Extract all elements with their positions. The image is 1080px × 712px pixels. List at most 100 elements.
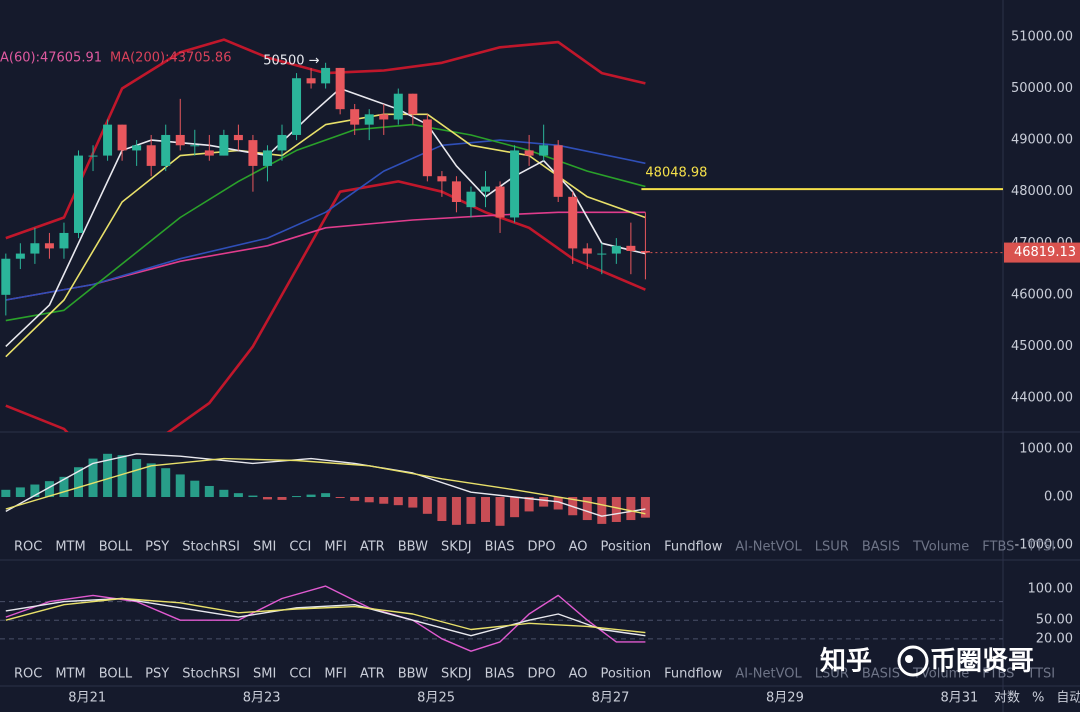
indicator-tab[interactable]: MFI bbox=[324, 540, 347, 555]
indicator-tab[interactable]: TTSI bbox=[1026, 667, 1055, 682]
indicator-tab[interactable]: CCI bbox=[289, 540, 311, 555]
indicator-tab[interactable]: MTM bbox=[55, 540, 85, 555]
histogram-bar bbox=[204, 485, 214, 498]
indicator-tab[interactable]: PSY bbox=[145, 540, 169, 555]
candle-body bbox=[422, 119, 432, 177]
indicator-tab[interactable]: Position bbox=[600, 667, 651, 682]
indicator-tab[interactable]: BASIS bbox=[862, 667, 900, 682]
indicator-tab[interactable]: AI-NetVOL bbox=[735, 540, 802, 555]
histogram-bar bbox=[262, 497, 272, 500]
indicator-tab[interactable]: SKDJ bbox=[441, 667, 472, 682]
histogram-bar bbox=[321, 493, 331, 498]
histogram-bar bbox=[292, 496, 302, 498]
indicator-tab[interactable]: FTBS bbox=[982, 667, 1014, 682]
histogram-bar bbox=[451, 497, 461, 525]
candle-body bbox=[306, 78, 316, 84]
indicator-tab[interactable]: AO bbox=[569, 540, 588, 555]
indicator-tab[interactable]: ROC bbox=[14, 667, 42, 682]
candle-body bbox=[364, 114, 374, 125]
indicator-tab[interactable]: BOLL bbox=[99, 540, 133, 555]
plot: 50500 → A(60):47605.91 MA(200):43705.86 480… bbox=[0, 29, 1080, 706]
candle-body bbox=[146, 145, 156, 166]
candle-body bbox=[1, 258, 11, 295]
watermark: 知乎 币圈贤哥 bbox=[820, 645, 1034, 677]
indicator-tab[interactable]: BASIS bbox=[862, 540, 900, 555]
x-tick-label: 8月27 bbox=[592, 691, 630, 706]
indicator-tab[interactable]: StochRSI bbox=[182, 667, 240, 682]
histogram-bar bbox=[466, 497, 476, 524]
candle-body bbox=[161, 134, 171, 166]
candle-body bbox=[321, 67, 331, 84]
candle-body bbox=[233, 134, 243, 141]
indicator-tab[interactable]: DPO bbox=[527, 540, 555, 555]
indicator-tab[interactable]: FTBS bbox=[982, 540, 1014, 555]
candle-body bbox=[568, 196, 578, 249]
candle-body bbox=[350, 109, 360, 125]
y-tick-label: 51000.00 bbox=[1011, 29, 1073, 44]
histogram-bar bbox=[190, 480, 200, 498]
indicator-tab[interactable]: CCI bbox=[289, 667, 311, 682]
candle-body bbox=[219, 134, 229, 156]
indicator-tab[interactable]: TTSI bbox=[1026, 540, 1055, 555]
x-tick-label: 8月25 bbox=[417, 691, 455, 706]
candle-body bbox=[44, 243, 54, 249]
indicator-tab[interactable]: BIAS bbox=[485, 540, 515, 555]
indicator-tab[interactable]: PSY bbox=[145, 667, 169, 682]
indicator-tab[interactable]: LSUR bbox=[815, 667, 849, 682]
indicator-tab[interactable]: DPO bbox=[527, 667, 555, 682]
y-tick-label: 100.00 bbox=[1028, 582, 1074, 597]
indicator-tab[interactable]: ATR bbox=[360, 667, 385, 682]
candle-body bbox=[553, 145, 563, 197]
indicator-tab[interactable]: SMI bbox=[253, 540, 276, 555]
candle-body bbox=[204, 150, 214, 156]
y-tick-label: -1000.00 bbox=[1015, 538, 1073, 553]
histogram-bar bbox=[44, 481, 54, 498]
indicator-tab[interactable]: LSUR bbox=[815, 540, 849, 555]
indicator-tab[interactable]: BBW bbox=[398, 667, 428, 682]
y-tick-label: 1000.00 bbox=[1019, 441, 1073, 456]
histogram-bar bbox=[582, 497, 592, 521]
candle-body bbox=[524, 150, 534, 156]
indicator-tab[interactable]: SMI bbox=[253, 667, 276, 682]
histogram-bar bbox=[364, 497, 374, 503]
indicator-tab[interactable]: StochRSI bbox=[182, 540, 240, 555]
indicator-tab[interactable]: ROC bbox=[14, 540, 42, 555]
indicator-tab[interactable]: BBW bbox=[398, 540, 428, 555]
indicator-tab[interactable]: ATR bbox=[360, 540, 385, 555]
candle-body bbox=[451, 181, 461, 202]
histogram-bar bbox=[132, 459, 142, 498]
x-tick-label: 8月21 bbox=[68, 691, 106, 706]
histogram-bar bbox=[510, 497, 520, 518]
ma-legend: A(60):47605.91 bbox=[0, 51, 102, 66]
indicator-tab[interactable]: Fundflow bbox=[664, 667, 723, 682]
histogram-bar bbox=[393, 497, 403, 506]
indicator-tab[interactable]: MTM bbox=[55, 667, 85, 682]
indicator-tab[interactable]: SKDJ bbox=[441, 540, 472, 555]
candle-body bbox=[510, 150, 520, 218]
candle-body bbox=[292, 78, 302, 135]
watermark-site: 知乎 bbox=[820, 647, 872, 677]
indicator-tab[interactable]: TVolume bbox=[912, 540, 969, 555]
indicator-tab[interactable]: BOLL bbox=[99, 667, 133, 682]
axis-option[interactable]: 自动 bbox=[1056, 691, 1080, 706]
histogram-bar bbox=[248, 495, 258, 498]
histogram-bar bbox=[408, 497, 418, 508]
candle-body bbox=[335, 67, 345, 110]
indicator-line bbox=[5, 597, 646, 634]
indicator-tab[interactable]: MFI bbox=[324, 667, 347, 682]
histogram-bar bbox=[161, 468, 171, 498]
indicator-tab[interactable]: AO bbox=[569, 667, 588, 682]
axis-option[interactable]: % bbox=[1032, 691, 1044, 706]
indicator-tab[interactable]: AI-NetVOL bbox=[735, 667, 802, 682]
axis-option[interactable]: 对数 bbox=[994, 691, 1020, 706]
indicator-tab[interactable]: Position bbox=[600, 540, 651, 555]
histogram-bar bbox=[233, 493, 243, 498]
histogram-bar bbox=[626, 497, 636, 521]
candle-body bbox=[539, 145, 549, 156]
candle-body bbox=[30, 243, 40, 254]
indicator-tab[interactable]: BIAS bbox=[485, 667, 515, 682]
indicator-tab[interactable]: Fundflow bbox=[664, 540, 723, 555]
indicator-tab[interactable]: TVolume bbox=[912, 667, 969, 682]
histogram-bar bbox=[73, 467, 83, 498]
histogram-bar bbox=[117, 455, 127, 498]
